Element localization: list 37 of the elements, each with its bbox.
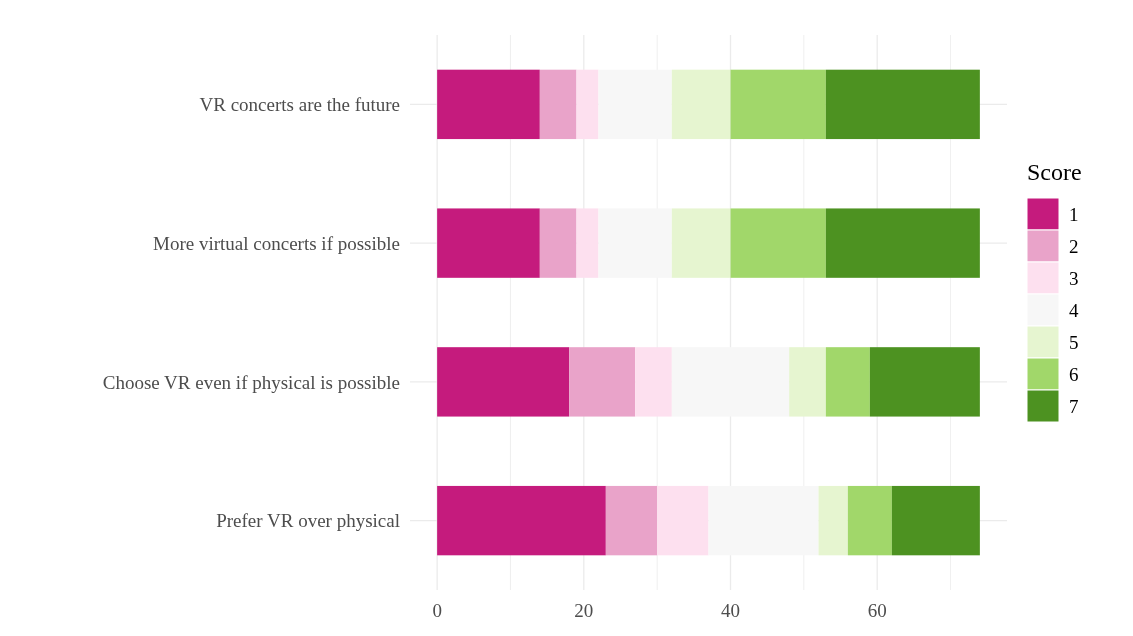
bar (576, 69, 599, 140)
x-tick-label: 60 (867, 600, 887, 621)
legend-label: 2 (1069, 235, 1079, 257)
x-tick-label: 0 (432, 600, 442, 621)
legend-title: Score (1027, 159, 1082, 185)
bar (847, 485, 892, 556)
bar (730, 69, 826, 140)
bar (437, 347, 570, 417)
legend-label: 4 (1069, 299, 1079, 321)
bar (437, 208, 540, 278)
bar (539, 208, 577, 278)
legend-label: 5 (1069, 331, 1079, 353)
x-tick-label: 40 (721, 600, 740, 621)
bar (605, 485, 658, 556)
bar (539, 69, 577, 140)
bar (825, 347, 870, 417)
legend-label: 1 (1069, 203, 1079, 225)
bar (730, 208, 826, 278)
legend-label: 7 (1069, 395, 1079, 417)
bar (825, 69, 980, 140)
y-tick-label: More virtual concerts if possible (153, 232, 400, 254)
bar (569, 347, 636, 417)
y-tick-label: Prefer VR over physical (216, 510, 400, 532)
legend-label: 6 (1069, 363, 1079, 385)
bar (789, 347, 826, 417)
bar (818, 485, 848, 556)
bar (576, 208, 599, 278)
bar (869, 347, 980, 417)
legend-label: 3 (1069, 267, 1079, 289)
bar (635, 347, 672, 417)
bar (437, 485, 606, 556)
bar (891, 485, 980, 556)
x-tick-label: 20 (574, 600, 594, 621)
bar (437, 69, 540, 140)
bar (825, 208, 980, 278)
y-tick-label: Choose VR even if physical is possible (102, 371, 400, 393)
y-tick-label: VR concerts are the future (199, 94, 400, 116)
